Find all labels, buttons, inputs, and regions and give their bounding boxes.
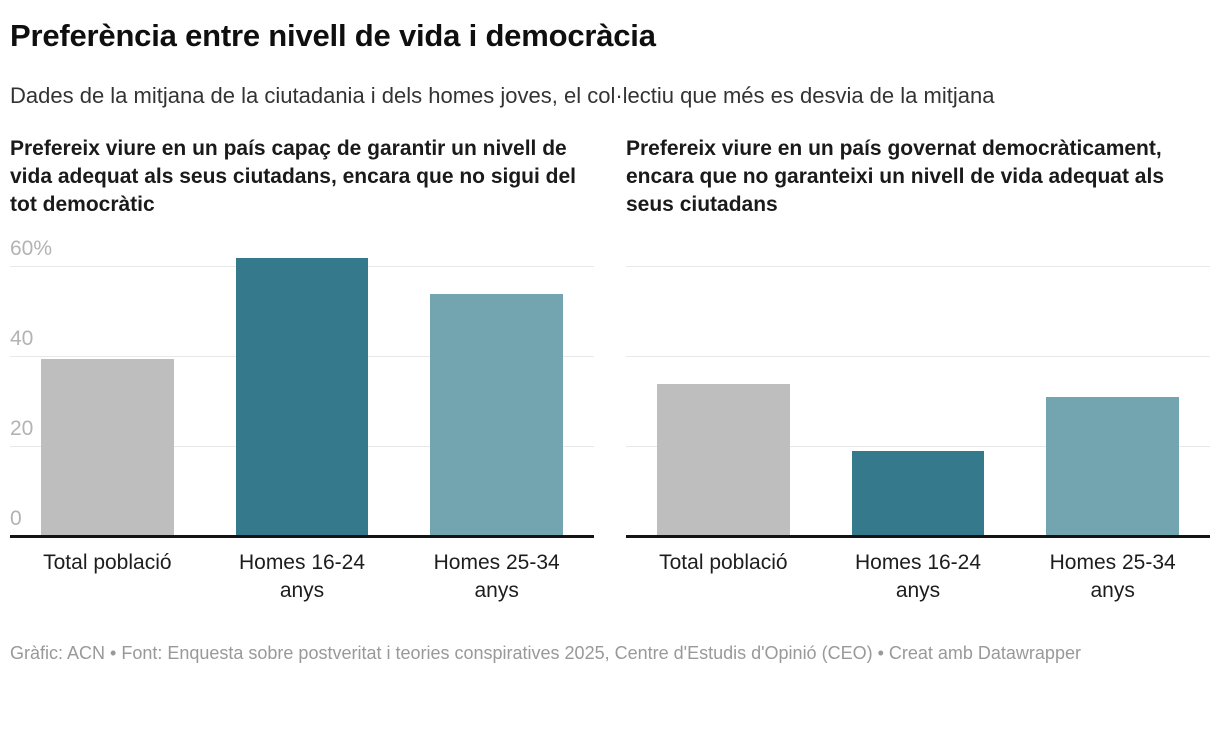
y-axis-tick-label-0: 0 [10, 506, 22, 530]
x-axis-labels: Total població Homes 16-24 anys Homes 25-3… [10, 549, 594, 606]
bar-homes-16-24-anys [851, 451, 985, 537]
x-axis-baseline [626, 534, 1210, 538]
bar-slot-homes-16-24-anys [821, 251, 1016, 537]
bar-homes-25-34-anys [430, 293, 563, 537]
y-axis-tick-label-60: 60% [10, 236, 53, 260]
chart-footer-credits: Gràfic: ACN • Font: Enquesta sobre postv… [10, 642, 1081, 663]
panel-democracia: Prefereix viure en un país governat demo… [626, 135, 1210, 606]
bar-slot-homes-16-24-anys [205, 251, 400, 537]
bar-slot-homes-25-34-anys [399, 251, 594, 537]
bar-total-poblaci [41, 359, 174, 537]
y-axis-tick-label-40: 40 [10, 326, 34, 350]
gridline-20 [626, 445, 1210, 447]
bar-homes-16-24-anys [235, 257, 369, 537]
gridline-60 [626, 265, 1210, 267]
plot-area [626, 251, 1210, 538]
x-axis-baseline [10, 534, 594, 538]
x-axis-label-homes-25-34-anys: Homes 25-34 anys [433, 550, 560, 603]
bar-slot-total-poblaci [626, 251, 821, 537]
chart-page: Preferència entre nivell de vida i democ… [10, 18, 1210, 663]
bars-layer [10, 251, 594, 537]
charts-row: Prefereix viure en un país capaç de gara… [10, 135, 1210, 606]
bars-layer [626, 251, 1210, 537]
panel-right-title: Prefereix viure en un país governat demo… [626, 136, 1165, 216]
page-subtitle: Dades de la mitjana de la ciutadania i d… [10, 82, 995, 108]
panel-left-title: Prefereix viure en un país capaç de gara… [10, 136, 577, 216]
gridline-40 [626, 355, 1210, 357]
panel-left-chart: 0 20 40 60% Total població Homes 16-24 anys Ho… [10, 238, 594, 606]
panel-nivell-de-vida: Prefereix viure en un país capaç de gara… [10, 135, 594, 606]
bar-slot-total-poblaci [10, 251, 205, 537]
bar-total-poblaci [657, 383, 790, 537]
x-axis-label-homes-25-34-anys: Homes 25-34 anys [1049, 550, 1176, 603]
y-axis-tick-label-20: 20 [10, 416, 34, 440]
bar-slot-homes-25-34-anys [1015, 251, 1210, 537]
plot-area: 0 20 40 60% [10, 238, 594, 538]
x-axis-label-homes-16-24-anys: Homes 16-24 anys [238, 550, 366, 603]
x-axis-labels: Total població Homes 16-24 anys Homes 25-3… [626, 549, 1210, 606]
x-axis-label-total-poblaci: Total població [659, 550, 788, 574]
page-title: Preferència entre nivell de vida i democ… [10, 18, 656, 53]
bar-homes-25-34-anys [1046, 397, 1179, 537]
x-axis-label-homes-16-24-anys: Homes 16-24 anys [854, 550, 982, 603]
x-axis-label-total-poblaci: Total població [43, 550, 172, 574]
panel-right-chart: Total població Homes 16-24 anys Homes 25-3… [626, 251, 1210, 606]
